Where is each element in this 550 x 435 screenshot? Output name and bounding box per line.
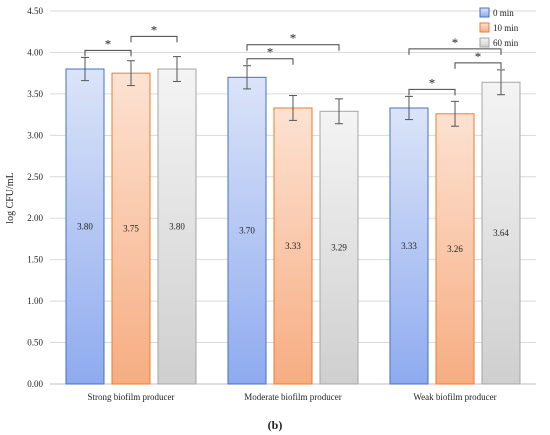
bar-0-1 <box>111 72 151 385</box>
x-axis-categories: Strong biofilm producer Moderate biofilm … <box>88 392 497 402</box>
bar-2-2 <box>481 81 521 385</box>
significance-bracket <box>130 35 178 43</box>
value-label: 3.29 <box>331 243 347 253</box>
legend-swatch <box>479 22 490 33</box>
bar-1-0 <box>227 76 267 385</box>
y-tick-label: 2.00 <box>27 213 43 223</box>
legend-swatch <box>479 7 490 18</box>
value-label: 3.70 <box>239 226 255 236</box>
value-label: 3.80 <box>169 222 185 232</box>
y-axis-ticks: 0.00 0.50 1.00 1.50 2.00 2.50 3.00 3.50 4.00 4.50 <box>27 6 43 389</box>
y-tick-label: 4.00 <box>27 47 43 57</box>
error-bars <box>81 56 505 127</box>
significance-star: * <box>429 75 436 90</box>
bar-1-2 <box>319 110 359 385</box>
bars <box>65 68 521 385</box>
x-category-label: Moderate biofilm producer <box>244 392 341 402</box>
significance-star: * <box>267 45 274 60</box>
value-label: 3.75 <box>123 224 139 234</box>
significance-star: * <box>151 22 158 37</box>
significance-bracket <box>84 49 132 57</box>
legend-label: 60 min <box>493 38 519 48</box>
y-tick-label: 2.50 <box>27 172 43 182</box>
legend-label: 10 min <box>493 23 519 33</box>
legend-swatch <box>479 37 490 48</box>
significance-bracket <box>408 48 502 55</box>
x-category-label: Weak biofilm producer <box>413 392 496 402</box>
significance-bracket <box>408 88 456 96</box>
significance-star: * <box>105 36 112 51</box>
y-tick-label: 0.50 <box>27 338 43 348</box>
significance-star: * <box>290 31 297 46</box>
significance-bracket <box>454 62 502 69</box>
legend-label: 0 min <box>493 8 514 18</box>
panel-caption: (b) <box>268 418 283 432</box>
y-tick-label: 1.50 <box>27 255 43 265</box>
value-label: 3.33 <box>285 241 301 251</box>
x-category-label: Strong biofilm producer <box>88 392 175 402</box>
significance-bracket <box>246 44 340 51</box>
significance-star: * <box>452 35 459 50</box>
bar-2-0 <box>389 107 429 385</box>
bar-2-1 <box>435 113 475 385</box>
significance-star: * <box>475 49 482 64</box>
y-tick-label: 4.50 <box>27 6 43 16</box>
bar-0-2 <box>157 68 197 385</box>
significance-bracket <box>246 58 294 65</box>
bar-1-1 <box>273 107 313 385</box>
value-label: 3.80 <box>77 222 93 232</box>
y-tick-label: 0.00 <box>27 379 43 389</box>
value-label: 3.64 <box>493 228 509 238</box>
value-label: 3.26 <box>447 244 463 254</box>
value-labels: 3.80 3.75 3.80 3.70 3.33 3.29 3.33 3.26 3.64 <box>77 222 509 254</box>
y-tick-label: 3.50 <box>27 89 43 99</box>
significance-brackets: * * * * * * * <box>84 22 502 96</box>
y-tick-label: 3.00 <box>27 130 43 140</box>
legend: 0 min 10 min 60 min <box>479 7 519 48</box>
y-tick-label: 1.00 <box>27 296 43 306</box>
y-axis-label: log CFU/mL <box>5 172 16 223</box>
value-label: 3.33 <box>401 241 417 251</box>
